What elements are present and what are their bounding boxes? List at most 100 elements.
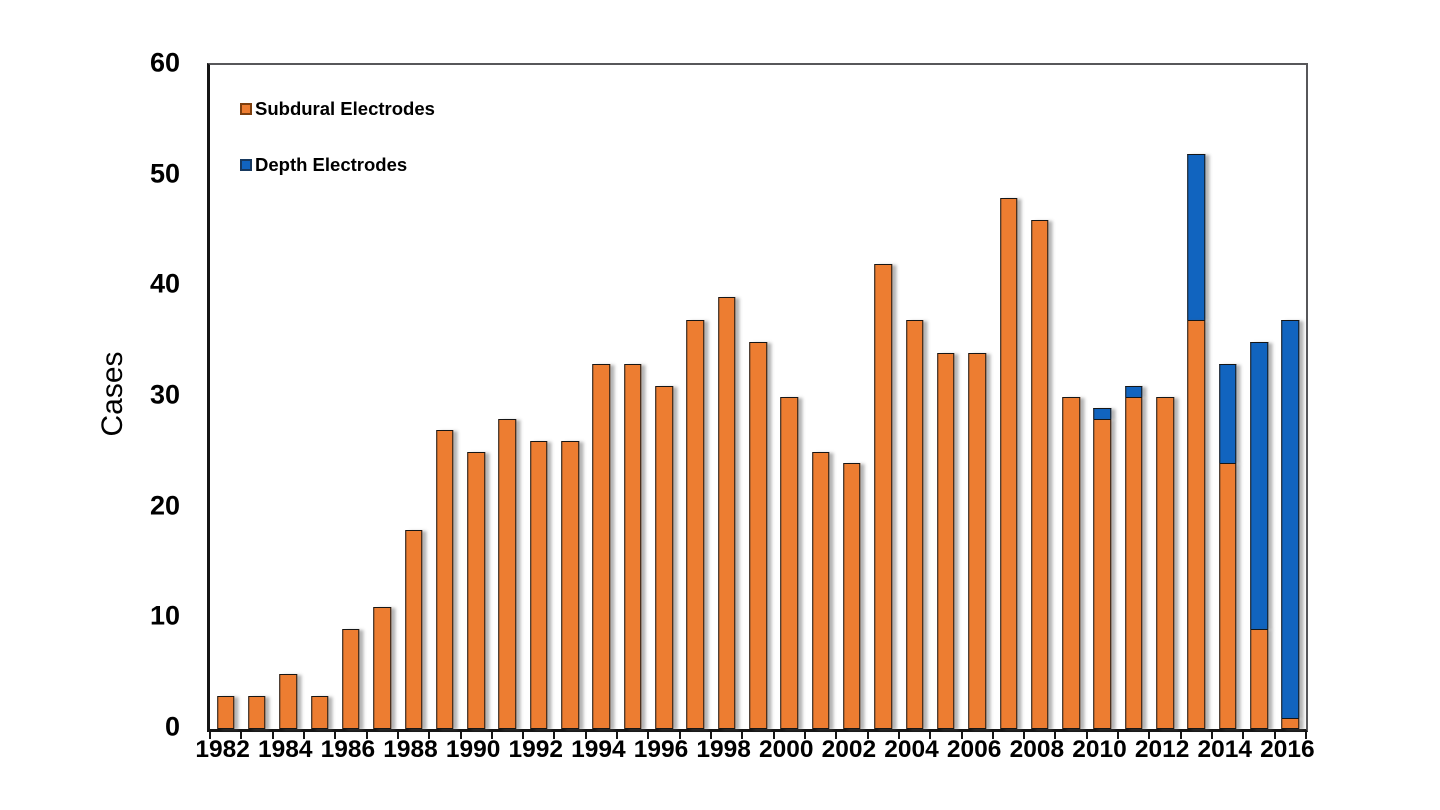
x-axis-tick (522, 732, 525, 739)
x-axis-tick (866, 732, 869, 739)
bar-2014 (1218, 65, 1237, 729)
bar-2002 (843, 65, 861, 729)
bar-segment-2013-depth (1187, 153, 1206, 320)
bar-segment-1983-subdural (248, 695, 266, 729)
x-tick-label-1996: 1996 (633, 736, 689, 763)
bar-1995 (623, 65, 642, 729)
legend-entry-depth: Depth Electrodes (240, 154, 435, 176)
plot-area: Subdural Electrodes Depth Electrodes (207, 63, 1308, 739)
x-axis-tick (428, 732, 431, 739)
x-tick-label-2008: 2008 (1009, 736, 1065, 763)
bar-2001 (811, 65, 830, 729)
bar-segment-2009-subdural (1062, 397, 1080, 729)
x-axis-tick (1023, 732, 1026, 739)
x-tick-label-2000: 2000 (759, 736, 814, 763)
x-axis-tick (960, 732, 963, 739)
x-tick-label-1992: 1992 (508, 736, 564, 763)
bar-segment-2000-subdural (780, 397, 799, 729)
x-axis-tick (741, 732, 744, 739)
bar-segment-2015-depth (1250, 341, 1268, 630)
x-tick-label-1982: 1982 (195, 736, 250, 763)
bar-1985 (310, 65, 329, 729)
bar-2011 (1125, 65, 1143, 729)
x-tick-label-2006: 2006 (946, 736, 1002, 763)
bar-2004 (905, 65, 924, 729)
x-tick-label-2014: 2014 (1197, 736, 1252, 763)
bar-2015 (1250, 65, 1268, 729)
y-tick-label-60: 60 (149, 47, 180, 78)
bar-segment-2016-subdural (1281, 717, 1300, 729)
bar-segment-2014-subdural (1218, 463, 1237, 729)
x-tick-label-2010: 2010 (1072, 736, 1127, 763)
bar-1984 (279, 65, 298, 729)
bar-1992 (530, 65, 548, 729)
x-axis-tick (678, 732, 681, 739)
x-tick-label-2012: 2012 (1134, 736, 1190, 763)
x-axis-tick (1085, 732, 1088, 739)
bar-segment-1995-subdural (623, 363, 642, 729)
x-axis-tick (553, 732, 556, 739)
bar-2000 (780, 65, 799, 729)
x-axis-tick (271, 732, 274, 739)
bar-segment-2002-subdural (843, 463, 861, 729)
x-axis-tick (803, 732, 806, 739)
bar-2007 (999, 65, 1018, 729)
bar-segment-2013-subdural (1187, 319, 1206, 729)
bar-segment-2010-subdural (1093, 419, 1112, 729)
bar-segment-1989-subdural (436, 430, 454, 729)
legend-swatch-subdural-icon (240, 103, 252, 115)
x-tick-label-1998: 1998 (696, 736, 751, 763)
x-tick-label-1984: 1984 (258, 736, 313, 763)
bar-segment-1986-subdural (342, 629, 360, 729)
x-axis-tick (991, 732, 994, 739)
x-axis-tick (835, 732, 838, 739)
y-axis-tick-labels: 0 10 20 30 40 50 60 (120, 49, 192, 740)
bar-segment-2001-subdural (811, 452, 830, 729)
x-axis-tick (365, 732, 368, 739)
x-tick-label-1990: 1990 (445, 736, 501, 763)
y-tick-label-10: 10 (149, 600, 180, 631)
bar-segment-1990-subdural (467, 452, 485, 729)
x-tick-label-1988: 1988 (383, 736, 438, 763)
x-axis-tick (772, 732, 775, 739)
x-axis-tick (929, 732, 932, 739)
legend-label-subdural: Subdural Electrodes (255, 98, 435, 119)
bar-segment-2005-subdural (937, 352, 955, 729)
bar-1990 (467, 65, 485, 729)
y-tick-label-50: 50 (149, 158, 180, 189)
x-axis-tick (1117, 732, 1120, 739)
bar-1983 (248, 65, 266, 729)
bar-segment-1994-subdural (592, 363, 611, 729)
bar-segment-1991-subdural (498, 419, 517, 729)
bar-1988 (404, 65, 423, 729)
x-tick-label-2004: 2004 (884, 736, 939, 763)
bar-1996 (655, 65, 673, 729)
x-axis-tick (897, 732, 900, 739)
bar-segment-2014-depth (1218, 363, 1237, 464)
bar-1989 (436, 65, 454, 729)
y-tick-label-30: 30 (149, 379, 180, 410)
x-axis-tick (1242, 732, 1245, 739)
x-axis-tick (616, 732, 619, 739)
y-tick-label-20: 20 (149, 490, 180, 521)
bar-1998 (717, 65, 736, 729)
bar-segment-1998-subdural (717, 297, 736, 729)
x-tick-label-1994: 1994 (571, 736, 626, 763)
x-axis-tick (209, 732, 211, 739)
x-axis-tick (396, 732, 399, 739)
bar-2008 (1031, 65, 1049, 729)
bar-segment-2010-depth (1093, 408, 1112, 420)
bar-segment-1985-subdural (310, 695, 329, 729)
bar-segment-2016-depth (1281, 319, 1300, 718)
legend-swatch-depth-icon (240, 159, 252, 171)
bar-2013 (1187, 65, 1206, 729)
x-axis-tick-labels: 1982 1984 1986 1988 1990 1992 1994 1996 1998 2000… (195, 736, 1314, 768)
bar-1997 (686, 65, 705, 729)
x-tick-label-2016: 2016 (1260, 736, 1315, 763)
bar-segment-1993-subdural (561, 441, 579, 729)
legend: Subdural Electrodes Depth Electrodes (240, 98, 435, 210)
bar-segment-1982-subdural (216, 695, 235, 729)
bar-segment-2012-subdural (1156, 397, 1174, 729)
x-axis-tick (490, 732, 493, 739)
